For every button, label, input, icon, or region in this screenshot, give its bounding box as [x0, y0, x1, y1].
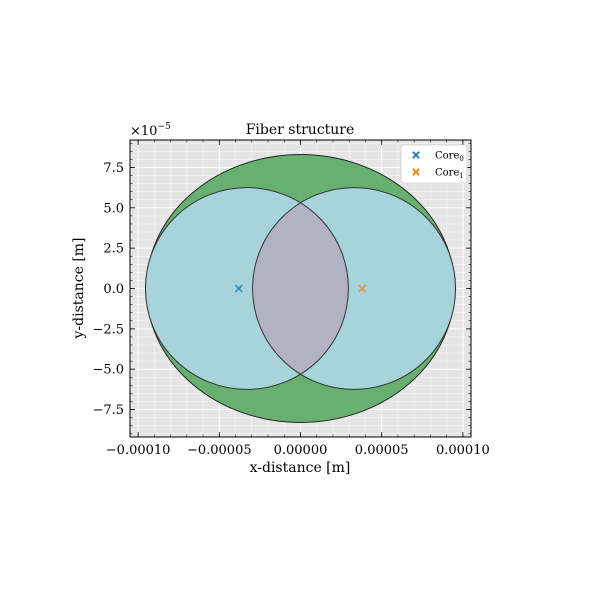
x-axis-label: x-distance [m] — [250, 460, 351, 476]
legend-marker — [412, 151, 420, 159]
legend-marker — [412, 168, 420, 176]
overlap-lens — [252, 187, 349, 390]
y-axis-label: y-distance [m] — [71, 237, 87, 339]
y-tick-label: 2.5 — [103, 242, 124, 257]
y-tick-label: −7.5 — [92, 403, 124, 418]
marker-stroke — [234, 284, 243, 293]
x-tick-label: −0.00005 — [187, 443, 252, 458]
y-tick-label: 0.0 — [103, 282, 124, 297]
core-marker-1 — [358, 284, 367, 293]
core-outline-0 — [144, 187, 349, 390]
legend-entry-1: Core1 — [412, 168, 464, 181]
core-outline-1 — [252, 187, 457, 390]
chart-title: Fiber structure — [246, 122, 355, 138]
y-tick-label: −5.0 — [92, 363, 124, 378]
overlap-region — [252, 187, 349, 390]
x-tick-label: 0.00005 — [355, 443, 409, 458]
fiber-shapes — [144, 154, 457, 423]
x-tick-label: 0.00000 — [274, 443, 328, 458]
y-tick-label: 7.5 — [103, 161, 124, 176]
x-tick-label: −0.00010 — [106, 443, 171, 458]
y-offset-text: ×10−5 — [130, 122, 171, 139]
tick-labels: −0.00010 −0.00005 0.00000 0.00005 0.00010 7.5… — [92, 161, 489, 458]
y-offset-exponent: −5 — [157, 122, 171, 132]
x-tick-label: 0.00010 — [436, 443, 490, 458]
core-marker-0 — [234, 284, 243, 293]
y-offset-base: ×10 — [130, 124, 157, 139]
y-tick-label: 5.0 — [103, 201, 124, 216]
ticks — [130, 140, 471, 437]
legend-label: Core1 — [435, 168, 464, 181]
core-markers — [234, 284, 367, 293]
marker-stroke — [358, 284, 367, 293]
y-tick-label: −2.5 — [92, 322, 124, 337]
legend-label: Core0 — [435, 151, 464, 164]
legend: Core0 Core1 — [400, 144, 468, 184]
legend-entry-0: Core0 — [412, 151, 464, 164]
